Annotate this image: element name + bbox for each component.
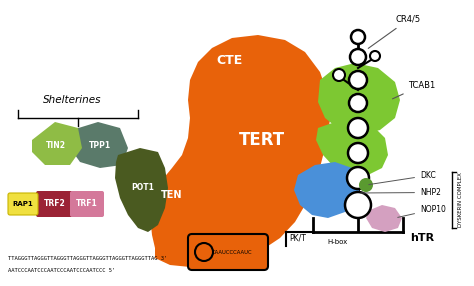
Text: DYSKERIN COMPLEX: DYSKERIN COMPLEX xyxy=(458,172,463,227)
Circle shape xyxy=(350,49,366,65)
Circle shape xyxy=(333,69,345,81)
Text: TERT: TERT xyxy=(239,131,285,149)
Text: Shelterines: Shelterines xyxy=(43,95,101,105)
Polygon shape xyxy=(316,120,388,175)
Circle shape xyxy=(347,167,369,189)
Circle shape xyxy=(348,118,368,138)
Polygon shape xyxy=(366,205,402,232)
Polygon shape xyxy=(294,162,360,218)
Circle shape xyxy=(348,143,368,163)
Circle shape xyxy=(359,178,373,192)
Circle shape xyxy=(195,243,213,261)
Text: RAP1: RAP1 xyxy=(13,201,33,207)
Circle shape xyxy=(370,51,380,61)
Text: TTAGGGTTAGGGTTAGGGTTAGGGTTAGGGTTAGGGTTAGGGTTAG 3': TTAGGGTTAGGGTTAGGGTTAGGGTTAGGGTTAGGGTTAG… xyxy=(8,255,167,261)
Text: TCAB1: TCAB1 xyxy=(392,81,435,99)
Text: NOP10: NOP10 xyxy=(398,205,446,217)
Text: H-box: H-box xyxy=(328,239,348,245)
Polygon shape xyxy=(32,122,82,165)
Text: POT1: POT1 xyxy=(132,184,155,192)
Text: NHP2: NHP2 xyxy=(361,188,441,197)
FancyBboxPatch shape xyxy=(8,193,38,215)
Text: TEN: TEN xyxy=(161,190,183,200)
FancyBboxPatch shape xyxy=(70,191,104,217)
Text: TRF2: TRF2 xyxy=(44,200,66,208)
Text: hTR: hTR xyxy=(410,233,434,243)
Polygon shape xyxy=(150,35,330,268)
Text: DKC: DKC xyxy=(369,171,436,184)
Text: PK/T: PK/T xyxy=(290,233,306,243)
FancyBboxPatch shape xyxy=(188,234,268,270)
Polygon shape xyxy=(115,148,168,232)
Text: CAAUCCCAAUC: CAAUCCCAAUC xyxy=(212,249,252,255)
Text: CTE: CTE xyxy=(217,53,243,67)
Text: TRF1: TRF1 xyxy=(76,200,98,208)
Circle shape xyxy=(351,30,365,44)
Circle shape xyxy=(349,94,367,112)
FancyBboxPatch shape xyxy=(36,191,74,217)
Text: AATCCCAATCCCAATCCCAATCCCAATCCC 5': AATCCCAATCCCAATCCCAATCCCAATCCC 5' xyxy=(8,267,115,273)
Circle shape xyxy=(349,71,367,89)
Text: TPP1: TPP1 xyxy=(89,140,111,150)
Polygon shape xyxy=(318,63,400,135)
Circle shape xyxy=(345,192,371,218)
Text: TIN2: TIN2 xyxy=(46,140,66,150)
Text: CR4/5: CR4/5 xyxy=(368,15,421,48)
Polygon shape xyxy=(70,122,128,168)
